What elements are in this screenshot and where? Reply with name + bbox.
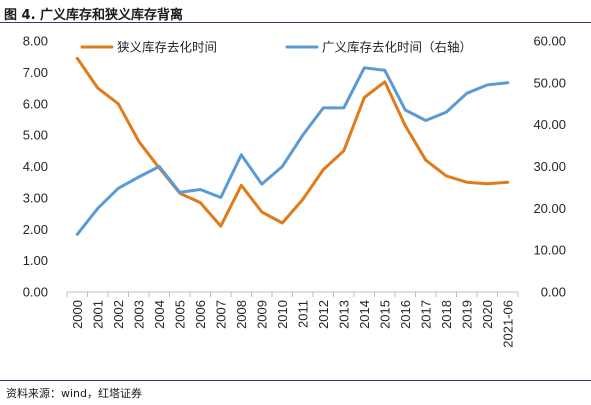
x-tick-label: 2015 xyxy=(377,300,392,329)
series-line-1 xyxy=(75,56,510,228)
x-tick-label: 2008 xyxy=(234,300,249,329)
line-chart: 0.00 1.00 2.00 3.00 4.00 5.00 6.00 7.00 8.00 0.00… xyxy=(23,34,566,348)
x-tick-label: 2004 xyxy=(152,300,167,329)
y-right-tick-label: 0.00 xyxy=(541,285,566,300)
y-right-tick-label: 40.00 xyxy=(533,117,566,132)
x-tick-label: 2019 xyxy=(459,300,474,329)
y-left-tick-label: 4.00 xyxy=(23,159,48,174)
x-tick-label: 2009 xyxy=(254,300,269,329)
y-left-tick-label: 2.00 xyxy=(23,222,48,237)
x-tick-label: 2018 xyxy=(439,300,454,329)
x-tick-label: 2003 xyxy=(131,300,146,329)
figure-title: 图 4. 广义库存和狭义库存背离 xyxy=(4,8,184,23)
series-line-2 xyxy=(75,66,510,236)
legend-label-2: 广义库存去化时间（右轴） xyxy=(322,40,472,55)
y-left-tick-label: 0.00 xyxy=(23,285,48,300)
y-left-tick-label: 1.00 xyxy=(23,253,48,268)
y-right-tick-label: 10.00 xyxy=(533,243,566,258)
x-tick-label: 2010 xyxy=(275,300,290,329)
x-tick-label: 2021-06 xyxy=(500,300,515,348)
x-tick-label: 2016 xyxy=(398,300,413,329)
x-tick-label: 2005 xyxy=(172,300,187,329)
y-right-tick-label: 60.00 xyxy=(533,34,566,49)
y-right-tick-label: 30.00 xyxy=(533,159,566,174)
y-left-tick-label: 6.00 xyxy=(23,96,48,111)
x-tick-label: 2012 xyxy=(316,300,331,329)
x-tick-label: 2013 xyxy=(336,300,351,329)
x-tick-label: 2007 xyxy=(213,300,228,329)
x-tick-label: 2014 xyxy=(357,300,372,329)
y-right-tick-label: 50.00 xyxy=(533,75,566,90)
y-left-tick-label: 7.00 xyxy=(23,65,48,80)
x-tick-label: 2006 xyxy=(193,300,208,329)
legend-label-1: 狭义库存去化时间 xyxy=(117,40,217,55)
x-tick-label: 2001 xyxy=(90,300,105,329)
x-tick-label: 2017 xyxy=(418,300,433,329)
x-tick-label: 2000 xyxy=(70,300,85,329)
source-note: 资料来源：wind，红塔证券 xyxy=(6,387,143,400)
y-left-tick-label: 3.00 xyxy=(23,190,48,205)
y-right-tick-label: 20.00 xyxy=(533,201,566,216)
x-tick-label: 2011 xyxy=(295,300,310,328)
title-divider xyxy=(0,22,591,23)
x-tick-label: 2002 xyxy=(111,300,126,329)
y-left-tick-label: 5.00 xyxy=(23,128,48,143)
plot-area: 0.00 1.00 2.00 3.00 4.00 5.00 6.00 7.00 8.00 0.00… xyxy=(23,34,566,348)
x-tick-label: 2020 xyxy=(480,300,495,329)
y-left-tick-label: 8.00 xyxy=(23,34,48,49)
source-divider xyxy=(0,380,591,381)
